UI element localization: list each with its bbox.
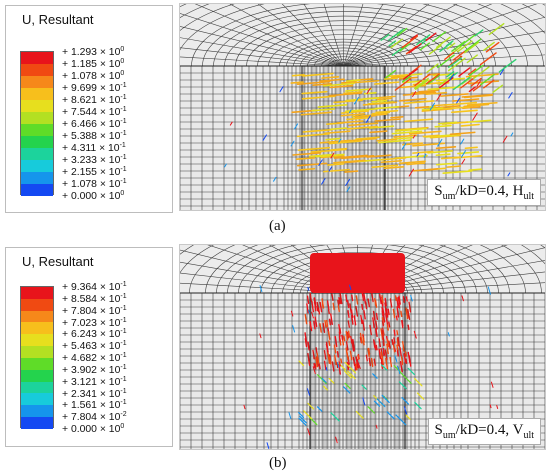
legend-swatch bbox=[21, 381, 53, 394]
legend-swatch bbox=[21, 184, 53, 196]
displacement-vectors bbox=[224, 69, 514, 202]
legend-swatch bbox=[21, 405, 53, 418]
legend-tick-label: + 1.185 × 100 bbox=[62, 58, 125, 70]
displacement-vectors bbox=[380, 22, 517, 94]
legend-tick-label: + 6.466 × 10-1 bbox=[62, 118, 127, 130]
legend-tick-label: + 7.804 × 10-1 bbox=[62, 304, 127, 317]
legend-swatch bbox=[21, 357, 53, 370]
color-bar-b bbox=[20, 286, 54, 429]
displacement-vectors bbox=[304, 292, 412, 375]
legend-tick-label: + 4.311 × 10-1 bbox=[62, 142, 126, 154]
legend-swatch bbox=[21, 160, 53, 172]
legend-swatch bbox=[21, 310, 53, 323]
legend-tick-label: + 5.463 × 10-1 bbox=[62, 340, 127, 353]
legend-title-b: U, Resultant bbox=[22, 254, 94, 269]
legend-swatch bbox=[21, 287, 53, 299]
legend-tick-label: + 3.902 × 10-1 bbox=[62, 363, 127, 376]
legend-tick-label: + 2.341 × 10-1 bbox=[62, 387, 127, 400]
legend-tick-label: + 9.364 × 10-1 bbox=[62, 281, 127, 293]
legend-tick-label: + 3.233 × 10-1 bbox=[62, 154, 127, 166]
legend-tick-label: + 1.293 × 100 bbox=[62, 46, 125, 58]
legend-swatch bbox=[21, 334, 53, 347]
legend-tick-label: + 7.544 × 10-1 bbox=[62, 106, 127, 118]
legend-tick-label: + 4.682 × 10-1 bbox=[62, 352, 127, 364]
legend-tick-label: + 1.561 × 10-1 bbox=[62, 399, 127, 412]
legend-a: U, Resultant + 1.293 × 100 + 1.185 × 100 +… bbox=[5, 5, 173, 213]
legend-swatch bbox=[21, 417, 53, 429]
displacement-vectors bbox=[290, 72, 500, 175]
legend-swatch bbox=[21, 124, 53, 136]
legend-swatch bbox=[21, 52, 53, 64]
legend-tick-label: + 0.000 × 100 bbox=[62, 190, 125, 202]
tick-labels-b: + 9.364 × 10-1 + 8.584 × 10-1 + 7.804 × 10… bbox=[62, 281, 172, 441]
legend-tick-label: + 1.078 × 100 bbox=[62, 70, 125, 82]
load-case-label-b: Sum/kD=0.4, Vult bbox=[427, 418, 541, 445]
legend-swatch bbox=[21, 112, 53, 124]
legend-tick-label: + 5.388 × 10-1 bbox=[62, 130, 127, 142]
legend-swatch bbox=[21, 76, 53, 88]
legend-tick-label: + 7.023 × 10-1 bbox=[62, 316, 127, 329]
legend-swatch bbox=[21, 136, 53, 148]
legend-tick-label: + 8.584 × 10-1 bbox=[62, 292, 127, 305]
load-case-label-a: Sum/kD=0.4, Hult bbox=[427, 179, 541, 206]
model-view-a: Sum/kD=0.4, Hult bbox=[179, 3, 546, 211]
mesh-plot-a bbox=[180, 4, 545, 210]
legend-swatch bbox=[21, 64, 53, 76]
legend-tick-label: + 7.804 × 10-2 bbox=[62, 411, 127, 424]
legend-swatch bbox=[21, 322, 53, 335]
legend-swatch bbox=[21, 88, 53, 100]
legend-swatch bbox=[21, 100, 53, 112]
legend-b: U, Resultant + 9.364 × 10-1 + 8.584 × 10-… bbox=[5, 247, 173, 447]
pile-head-displacement bbox=[310, 253, 405, 293]
displacement-vectors bbox=[298, 360, 425, 426]
legend-tick-label: + 8.621 × 10-1 bbox=[62, 94, 127, 106]
legend-tick-label: + 6.243 × 10-1 bbox=[62, 328, 127, 341]
legend-tick-label: + 0.000 × 100 bbox=[62, 423, 125, 435]
legend-tick-label: + 9.699 × 10-1 bbox=[62, 82, 127, 94]
model-view-b: Sum/kD=0.4, Vult bbox=[179, 244, 546, 450]
tick-labels-a: + 1.293 × 100 + 1.185 × 100 + 1.078 × 100 +… bbox=[62, 46, 172, 206]
color-bar-a bbox=[20, 51, 54, 196]
legend-swatch bbox=[21, 148, 53, 160]
caption-b: (b) bbox=[269, 455, 287, 471]
legend-swatch bbox=[21, 172, 53, 184]
caption-a: (a) bbox=[269, 218, 286, 234]
legend-swatch bbox=[21, 298, 53, 311]
legend-swatch bbox=[21, 369, 53, 382]
legend-tick-label: + 2.155 × 10-1 bbox=[62, 166, 127, 178]
legend-swatch bbox=[21, 393, 53, 406]
legend-tick-label: + 1.078 × 10-1 bbox=[62, 178, 127, 190]
legend-tick-label: + 3.121 × 10-1 bbox=[62, 375, 127, 388]
legend-title-a: U, Resultant bbox=[22, 12, 94, 27]
legend-swatch bbox=[21, 346, 53, 358]
